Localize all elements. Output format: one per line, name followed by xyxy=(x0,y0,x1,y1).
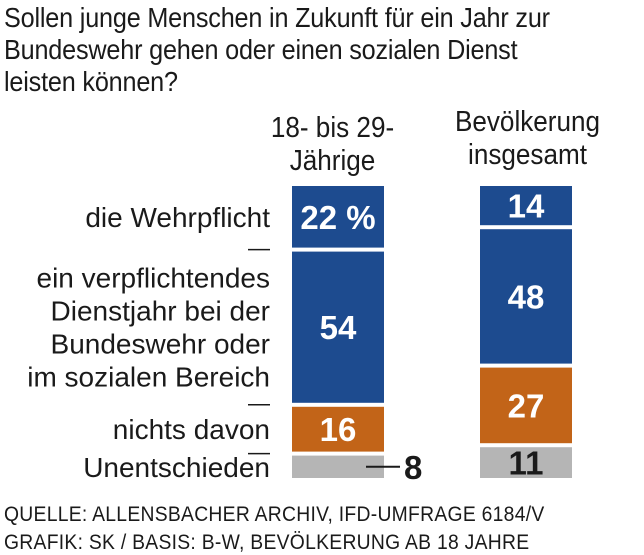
value-label-total-3: 27 xyxy=(508,387,545,424)
source-line: QUELLE: ALLENSBACHER ARCHIV, IFD-UMFRAGE… xyxy=(4,503,545,526)
series-label-2-line-4: im sozialen Bereich xyxy=(27,362,270,393)
bar-segment-total-2 xyxy=(480,229,572,364)
column-header-total-line2: insgesamt xyxy=(468,139,587,171)
value-label-young-4: 8 xyxy=(404,449,422,486)
bar-segment-young-3 xyxy=(292,406,384,452)
series-label-1-line-1: die Wehrpflicht xyxy=(85,202,270,233)
value-label-total-2: 48 xyxy=(508,278,545,315)
column-header-young-line2: Jährige xyxy=(289,145,376,177)
bar-segment-total-1 xyxy=(480,186,572,226)
value-label-young-1: 22 % xyxy=(300,199,375,236)
credit-line: GRAFIK: SK / BASIS: B-W, BEVÖLKERUNG AB … xyxy=(4,531,530,554)
bar-segment-young-4 xyxy=(292,455,384,478)
series-label-2-line-1: ein verpflichtendes xyxy=(37,263,270,294)
series-label-2-line-2: Dienstjahr bei der xyxy=(51,296,270,327)
column-header-total-line1: Bevölkerung xyxy=(454,106,601,138)
column-header-young: 18- bis 29- Jährige xyxy=(263,112,403,178)
column-header-total: Bevölkerung insgesamt xyxy=(449,106,607,172)
series-label-2-line-3: Bundeswehr oder xyxy=(51,329,270,360)
chart-title: Sollen junge Menschen in Zukunft für ein… xyxy=(4,2,550,97)
value-label-total-4: 11 xyxy=(509,445,544,482)
value-label-young-3: 16 xyxy=(320,411,357,448)
bar-segment-young-1 xyxy=(292,186,384,248)
series-label-4-line-1: Unentschieden xyxy=(83,452,270,483)
value-label-young-2: 54 xyxy=(320,309,357,346)
bar-segment-total-3 xyxy=(480,367,572,444)
column-header-young-line1: 18- bis 29- xyxy=(270,112,395,144)
value-label-total-1: 14 xyxy=(508,188,545,225)
bar-segment-young-2 xyxy=(292,251,384,403)
bar-segment-total-4 xyxy=(480,447,572,478)
series-label-3-line-1: nichts davon xyxy=(113,414,270,445)
